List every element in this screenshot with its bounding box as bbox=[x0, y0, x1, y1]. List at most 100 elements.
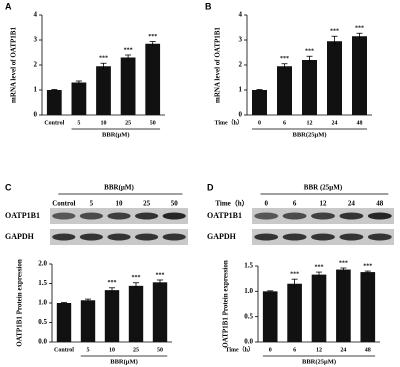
blot-band bbox=[311, 233, 335, 241]
x-tick-label: 24 bbox=[332, 120, 338, 126]
lane-label: 5 bbox=[90, 200, 94, 208]
x-axis-label: BBR(25μM) bbox=[292, 131, 326, 138]
lane-label: 24 bbox=[348, 200, 356, 208]
lane-label: 48 bbox=[376, 200, 384, 208]
significance: *** bbox=[280, 56, 289, 62]
y-axis-label: mRNA level of OATP1B1 bbox=[10, 27, 18, 103]
x-axis-label: BBR(μM) bbox=[110, 358, 138, 365]
lane-label: 12 bbox=[320, 200, 328, 208]
blot-band bbox=[282, 212, 307, 220]
bar bbox=[128, 285, 144, 342]
y-tick-label: 1.0 bbox=[244, 287, 253, 295]
x-tick-label: 5 bbox=[87, 347, 90, 353]
blot-band bbox=[367, 233, 392, 241]
y-tick-label: 2 bbox=[239, 61, 243, 69]
lane-label: 0 bbox=[264, 200, 268, 208]
blot-band bbox=[254, 212, 279, 220]
bar bbox=[71, 82, 87, 115]
significance: *** bbox=[132, 275, 141, 281]
blot-band bbox=[311, 212, 335, 220]
significance: *** bbox=[108, 280, 117, 286]
bar bbox=[352, 36, 367, 115]
blot-row-label: OATP1B1 bbox=[207, 211, 242, 220]
lane-label: 50 bbox=[171, 200, 179, 208]
y-tick-label: 0 bbox=[239, 111, 243, 119]
bar bbox=[311, 274, 327, 342]
blot-band bbox=[339, 212, 364, 220]
bar bbox=[360, 272, 376, 342]
y-tick-label: 0.0 bbox=[244, 338, 253, 346]
y-tick-label: 1 bbox=[34, 86, 38, 94]
blot-band bbox=[282, 233, 307, 241]
bar bbox=[46, 90, 62, 115]
blot-band bbox=[135, 212, 159, 220]
y-tick-label: 0.5 bbox=[244, 312, 253, 320]
x-tick-label: Control bbox=[54, 347, 74, 353]
blot-row-label: GAPDH bbox=[5, 232, 35, 241]
y-tick-label: 3 bbox=[239, 36, 243, 44]
y-tick-label: 3 bbox=[34, 36, 38, 44]
blot-band bbox=[79, 233, 103, 241]
x-tick-label: 48 bbox=[365, 347, 371, 353]
x-tick-label: 10 bbox=[109, 347, 115, 353]
bar bbox=[80, 300, 96, 342]
x-tick-label: 6 bbox=[293, 347, 296, 353]
blot-band bbox=[367, 212, 392, 220]
bar bbox=[152, 282, 168, 342]
bar bbox=[104, 290, 120, 342]
significance: *** bbox=[156, 272, 165, 278]
x-axis-label: BBR(μM) bbox=[102, 131, 130, 138]
x-tick-label: 48 bbox=[357, 120, 363, 126]
y-axis-label: mRNA level of OATP1B1 bbox=[214, 27, 222, 103]
significance: *** bbox=[330, 29, 339, 35]
y-tick-label: 0 bbox=[34, 111, 38, 119]
x-tick-label: 10 bbox=[101, 120, 107, 126]
y-tick-label: 4 bbox=[239, 11, 243, 19]
bar bbox=[327, 41, 342, 115]
blot-row-label: OATP1B1 bbox=[5, 211, 40, 220]
significance: *** bbox=[339, 260, 348, 266]
x-tick-label: 12 bbox=[316, 347, 322, 353]
lane-label: 25 bbox=[143, 200, 151, 208]
y-tick-label: 1.5 bbox=[244, 262, 253, 270]
x-tick-label: 25 bbox=[125, 120, 131, 126]
significance: *** bbox=[305, 49, 314, 55]
blot-band bbox=[162, 212, 186, 220]
x-tick-label: 50 bbox=[157, 347, 163, 353]
bar bbox=[252, 90, 267, 115]
blot-band bbox=[135, 233, 159, 241]
lane-label: 6 bbox=[293, 200, 297, 208]
significance: *** bbox=[124, 47, 133, 53]
bar bbox=[120, 57, 136, 115]
y-tick-label: 4 bbox=[34, 11, 38, 19]
bar bbox=[145, 43, 161, 115]
blot-header: BBR (25μM) bbox=[304, 184, 343, 192]
y-tick-label: 1.0 bbox=[38, 299, 47, 307]
bar bbox=[336, 269, 351, 342]
bar bbox=[96, 66, 111, 115]
y-tick-label: 2.0 bbox=[38, 260, 47, 268]
bar bbox=[302, 60, 317, 115]
blot-band bbox=[107, 233, 131, 241]
bar bbox=[56, 303, 72, 342]
x-tick-label: 24 bbox=[340, 347, 346, 353]
x-prefix: Time（h） bbox=[214, 118, 243, 126]
significance: *** bbox=[315, 264, 324, 270]
blot-band bbox=[107, 212, 131, 220]
lane-label: 10 bbox=[116, 200, 124, 208]
y-tick-label: 1.5 bbox=[38, 279, 47, 287]
x-tick-label: 50 bbox=[150, 120, 156, 126]
blot-band bbox=[162, 233, 186, 241]
y-axis-label: OATP1B1 Protein expression bbox=[222, 260, 230, 348]
significance: *** bbox=[363, 263, 372, 269]
significance: *** bbox=[355, 26, 364, 32]
significance: *** bbox=[290, 272, 299, 278]
bar bbox=[287, 283, 302, 342]
x-tick-label: Control bbox=[44, 120, 64, 126]
y-tick-label: 0.5 bbox=[38, 318, 47, 326]
lane-prefix: Time（h） bbox=[215, 200, 248, 208]
blot-band bbox=[52, 212, 76, 220]
blot-header: BBR(μM) bbox=[104, 184, 134, 192]
x-tick-label: 25 bbox=[133, 347, 139, 353]
